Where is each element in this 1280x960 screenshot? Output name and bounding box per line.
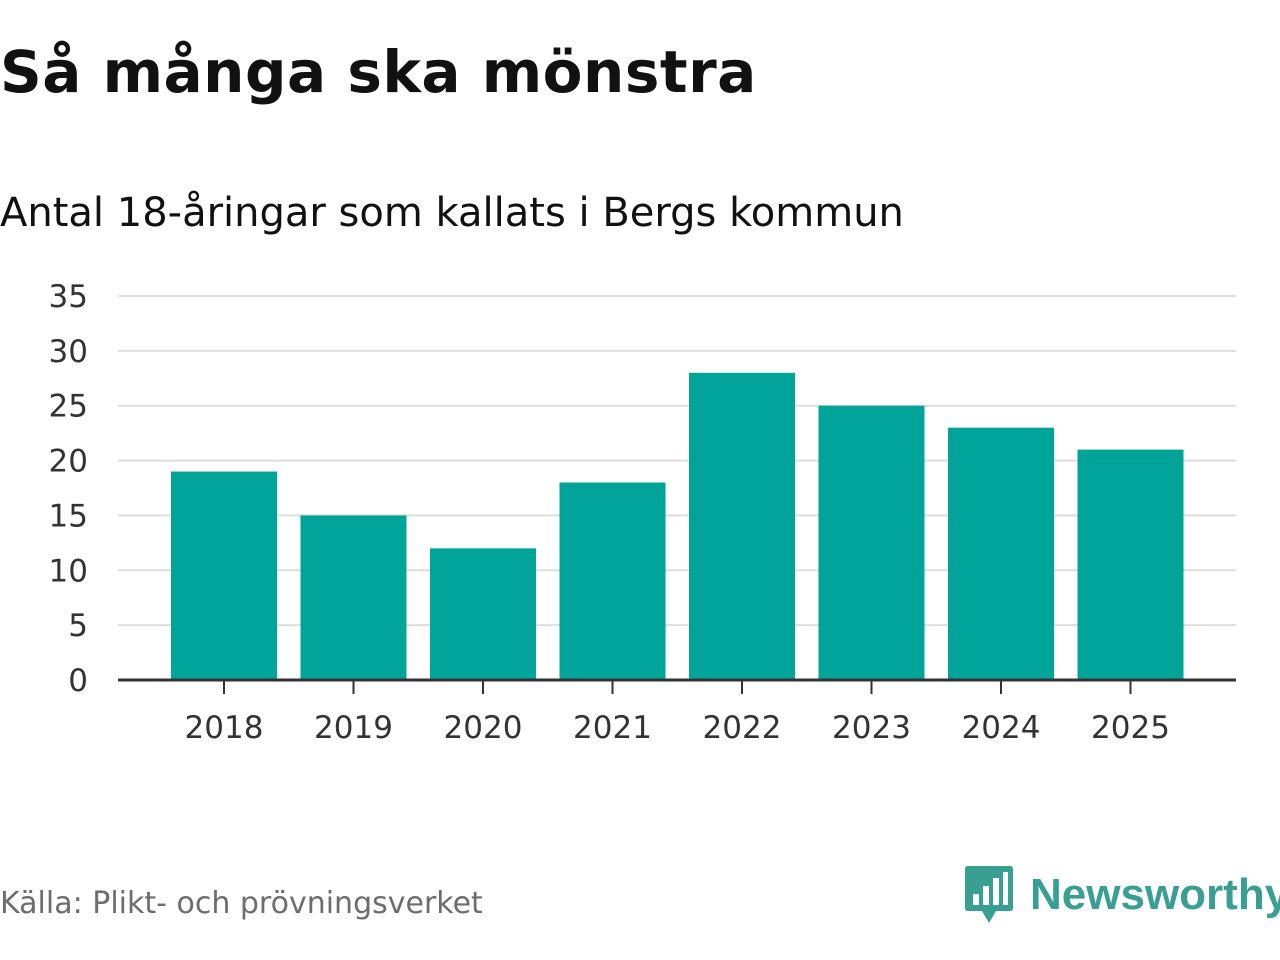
x-tick-label-2024: 2024 — [962, 710, 1041, 746]
brand-logo[interactable]: Newsworthy — [964, 864, 1280, 926]
bar-2021 — [559, 482, 666, 680]
chart-title: Så många ska mönstra — [0, 38, 757, 106]
source-note: Källa: Plikt- och prövningsverket — [0, 886, 483, 921]
x-tick-label-2018: 2018 — [185, 710, 264, 746]
y-tick-label-20: 20 — [49, 444, 88, 480]
bar-2020 — [430, 548, 536, 680]
y-tick-label-15: 15 — [49, 498, 88, 534]
newsworthy-logo-icon — [965, 866, 1013, 923]
bar-2025 — [1077, 449, 1184, 680]
x-tick-label-2021: 2021 — [573, 710, 652, 746]
bar-2019 — [300, 515, 407, 680]
y-tick-label-25: 25 — [49, 389, 88, 425]
x-tick-label-2019: 2019 — [314, 710, 393, 746]
bar-2024 — [948, 427, 1054, 680]
brand-name: Newsworthy — [1030, 870, 1280, 919]
y-tick-label-30: 30 — [49, 334, 88, 370]
x-tick-label-2023: 2023 — [832, 710, 911, 746]
chart-subtitle: Antal 18-åringar som kallats i Bergs kom… — [0, 190, 904, 236]
bar-2022 — [689, 372, 795, 680]
x-tick-label-2020: 2020 — [444, 710, 523, 746]
y-tick-label-5: 5 — [68, 608, 88, 644]
x-tick-label-2022: 2022 — [703, 710, 782, 746]
bar-2023 — [818, 405, 925, 680]
y-tick-label-10: 10 — [49, 553, 88, 589]
bar-2018 — [171, 471, 277, 680]
x-tick-label-2025: 2025 — [1091, 710, 1170, 746]
y-tick-label-0: 0 — [68, 663, 88, 699]
y-tick-label-35: 35 — [49, 279, 88, 315]
